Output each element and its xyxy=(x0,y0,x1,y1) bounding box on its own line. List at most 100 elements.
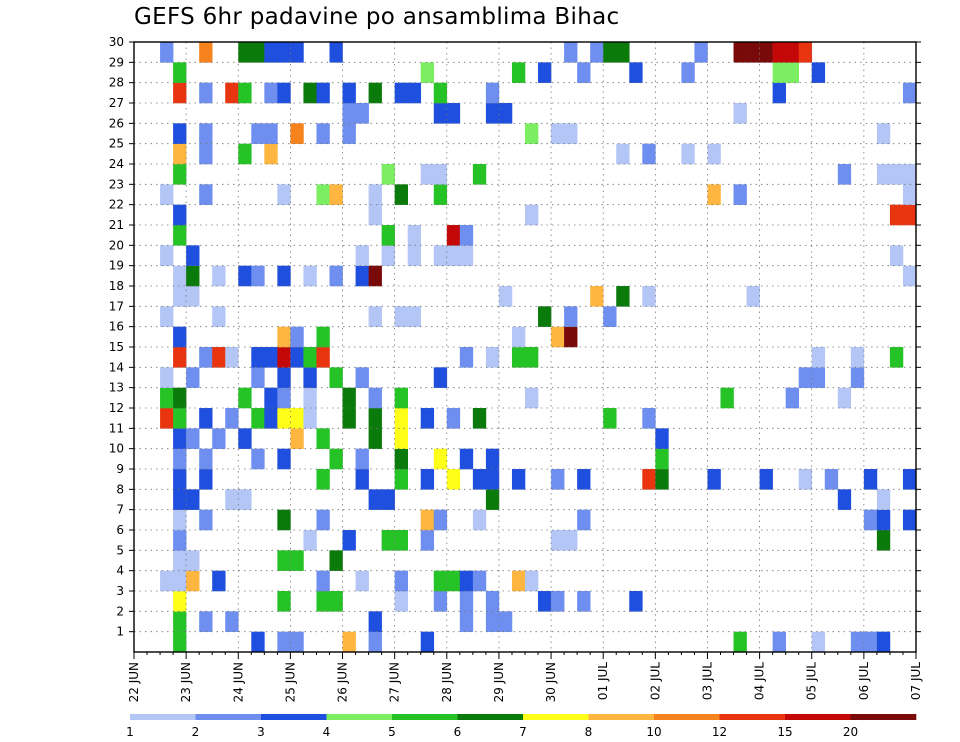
precip-cell xyxy=(459,245,474,266)
precip-cell xyxy=(303,530,317,551)
y-tick-label: 27 xyxy=(109,96,124,110)
precip-cell xyxy=(277,347,291,368)
precip-cell xyxy=(446,469,461,490)
precip-cell xyxy=(902,469,917,490)
precip-cell xyxy=(564,123,578,144)
precip-cell xyxy=(303,82,317,104)
precip-cell xyxy=(785,62,799,83)
precip-cell xyxy=(824,469,839,490)
precip-cell xyxy=(551,591,565,612)
precip-cell xyxy=(225,489,239,510)
precip-cell xyxy=(160,367,174,388)
precip-cell xyxy=(173,489,187,510)
precip-cell xyxy=(590,286,604,307)
precip-cell xyxy=(316,347,330,368)
precip-cell xyxy=(199,347,213,368)
precip-cell xyxy=(394,469,408,490)
precip-cell xyxy=(511,62,526,83)
precip-cell xyxy=(785,42,799,63)
precip-cell xyxy=(160,570,174,592)
precip-cell xyxy=(199,143,213,165)
precip-cell xyxy=(798,367,813,388)
precip-cell xyxy=(420,631,435,653)
y-tick-label: 23 xyxy=(109,177,124,191)
precip-cell xyxy=(655,469,669,490)
precip-cell xyxy=(173,631,187,653)
x-tick-label: 28 JUN xyxy=(440,662,454,702)
precip-cell xyxy=(863,631,878,653)
x-tick-label: 02 JUL xyxy=(648,662,662,700)
precip-cell xyxy=(277,184,291,205)
precip-cell xyxy=(433,367,448,388)
precip-cell xyxy=(772,631,786,653)
precip-cell xyxy=(498,103,513,124)
precip-cell xyxy=(238,428,252,449)
y-tick-label: 16 xyxy=(109,320,124,334)
precip-cell xyxy=(264,123,278,144)
precip-cell xyxy=(629,62,643,83)
precip-cell xyxy=(186,367,200,388)
precip-cell xyxy=(316,123,330,144)
precip-cell xyxy=(277,326,291,348)
precip-cell xyxy=(446,570,461,592)
precip-cell xyxy=(342,82,356,104)
precip-cell xyxy=(603,42,617,63)
precip-cell xyxy=(902,509,917,531)
colorbar-label: 1 xyxy=(126,725,134,739)
precip-cell xyxy=(225,611,239,632)
colorbar-label: 2 xyxy=(192,725,200,739)
precip-cell xyxy=(902,82,917,104)
precip-cell xyxy=(160,306,174,327)
precip-cell xyxy=(446,225,461,246)
y-tick-label: 21 xyxy=(109,218,124,232)
precip-cell xyxy=(199,611,213,632)
precip-cell xyxy=(290,123,304,144)
precip-cell xyxy=(173,123,187,144)
precip-cell xyxy=(850,367,865,388)
precip-cell xyxy=(160,387,174,409)
precip-cell xyxy=(212,428,226,449)
precip-cell xyxy=(733,103,747,124)
precip-cell xyxy=(733,42,747,63)
precip-cell xyxy=(902,164,917,185)
chart-title: GEFS 6hr padavine po ansamblima Bihac xyxy=(134,4,620,30)
precip-cell xyxy=(355,265,369,287)
precip-cell xyxy=(355,367,369,388)
precip-cell xyxy=(329,42,343,63)
precip-cell xyxy=(837,164,852,185)
precip-cell xyxy=(433,245,448,266)
precip-cell xyxy=(525,204,539,226)
precip-cell xyxy=(785,387,799,409)
precip-cell xyxy=(889,245,904,266)
y-tick-label: 4 xyxy=(116,564,124,578)
precip-cell xyxy=(538,62,552,83)
x-tick-label: 06 JUL xyxy=(857,662,871,700)
precip-cell xyxy=(394,184,408,205)
precip-cell xyxy=(876,123,891,144)
precip-cell xyxy=(355,103,369,124)
precip-cell xyxy=(316,469,330,490)
precip-cell xyxy=(368,184,382,205)
precip-cell xyxy=(837,387,852,409)
precip-cell xyxy=(511,570,526,592)
precip-cell xyxy=(459,611,474,632)
precip-cell xyxy=(577,469,591,490)
precip-cell xyxy=(368,306,382,327)
precip-cell xyxy=(290,550,304,571)
precip-cell xyxy=(173,408,187,429)
precip-cell xyxy=(394,448,408,470)
precip-cell xyxy=(420,62,435,83)
precip-cell xyxy=(642,143,656,165)
precip-cell xyxy=(173,591,187,612)
y-tick-label: 5 xyxy=(116,543,124,557)
precip-cell xyxy=(681,62,695,83)
colorbar-label: 20 xyxy=(843,725,858,739)
precip-cell xyxy=(889,347,904,368)
precip-cell xyxy=(238,143,252,165)
precip-cell xyxy=(642,286,656,307)
precip-cell xyxy=(212,570,226,592)
precip-cell xyxy=(772,62,786,83)
precip-cell xyxy=(811,367,826,388)
precip-cell xyxy=(394,530,408,551)
precip-cell xyxy=(173,265,187,287)
